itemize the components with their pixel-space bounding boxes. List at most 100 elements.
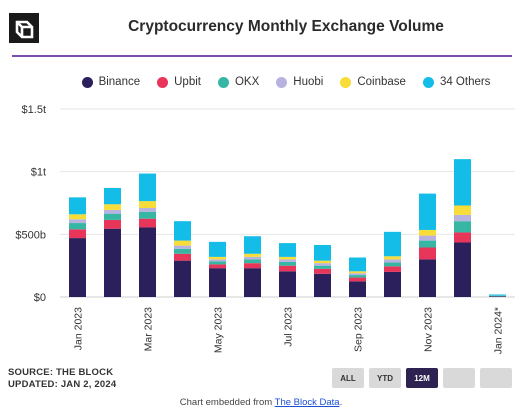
legend-item-huobi[interactable]: Huobi: [276, 76, 323, 88]
title-divider: [12, 55, 512, 57]
bar-34-others: [244, 236, 261, 254]
bar-huobi: [139, 208, 156, 212]
range-button-blank[interactable]: [480, 368, 512, 388]
bar-upbit: [349, 277, 366, 282]
bar-okx: [349, 275, 366, 278]
legend-swatch: [217, 76, 229, 88]
bar-upbit: [69, 229, 86, 239]
y-tick-label: $0: [34, 292, 46, 304]
bar-binance: [314, 273, 331, 297]
bar-coinbase: [384, 256, 401, 260]
legend-swatch: [422, 76, 434, 88]
bar-binance: [139, 227, 156, 297]
y-tick-label: $500b: [15, 229, 46, 241]
bar-huobi: [384, 259, 401, 263]
legend-swatch: [81, 76, 93, 88]
bar-okx: [314, 265, 331, 269]
x-tick-label: Jan 2023: [73, 307, 85, 350]
bar-huobi: [279, 259, 296, 262]
bar-binance: [454, 242, 471, 297]
bar-huobi: [244, 256, 261, 260]
bar-34-others: [419, 193, 436, 230]
bar-coinbase: [209, 256, 226, 260]
bar-upbit: [279, 265, 296, 272]
bar-huobi: [209, 259, 226, 262]
bar-coinbase: [69, 214, 86, 220]
legend-swatch: [157, 76, 169, 88]
bar-34-others: [489, 294, 506, 296]
cube-icon: [9, 13, 39, 43]
bar-34-others: [69, 197, 86, 215]
bar-binance: [419, 259, 436, 297]
bar-coinbase: [349, 271, 366, 274]
bar-okx: [244, 259, 261, 264]
legend-label: Huobi: [293, 76, 324, 88]
bar-binance: [244, 268, 261, 297]
bar-upbit: [209, 264, 226, 269]
y-tick-label: $1t: [31, 167, 46, 179]
range-button-all[interactable]: ALL: [332, 368, 364, 388]
legend-item-upbit[interactable]: Upbit: [157, 76, 201, 88]
legend-swatch: [340, 76, 352, 88]
legend-label: 34 Others: [439, 76, 491, 88]
embed-prefix: Chart embedded from: [179, 397, 275, 408]
embed-suffix: .: [339, 397, 343, 408]
legend-item-binance[interactable]: Binance: [81, 76, 141, 88]
bar-huobi: [419, 235, 436, 241]
bar-upbit: [244, 263, 261, 269]
bar-upbit: [314, 268, 331, 274]
bar-huobi: [349, 273, 366, 276]
bar-binance: [69, 238, 86, 297]
bar-coinbase: [139, 201, 156, 209]
bar-34-others: [279, 243, 296, 257]
bar-upbit: [454, 232, 471, 243]
bar-binance: [174, 260, 191, 297]
source-block: SOURCE: THE BLOCK UPDATED: JAN 2, 2024: [8, 367, 116, 391]
bar-upbit: [139, 218, 156, 228]
legend-item-okx[interactable]: OKX: [217, 76, 260, 88]
bar-huobi: [104, 209, 121, 214]
bar-34-others: [314, 244, 331, 261]
bar-binance: [384, 271, 401, 297]
range-button-blank[interactable]: [443, 368, 475, 388]
source-label: SOURCE: THE BLOCK: [8, 367, 114, 378]
x-tick-label: Nov 2023: [423, 307, 435, 352]
x-tick-label: May 2023: [213, 307, 225, 353]
legend-label: Upbit: [174, 76, 201, 88]
bar-okx: [139, 211, 156, 219]
bar-okx: [209, 261, 226, 265]
bar-coinbase: [454, 205, 471, 215]
range-button-ytd[interactable]: YTD: [369, 368, 401, 388]
bar-upbit: [104, 219, 121, 229]
bar-binance: [104, 228, 121, 297]
y-tick-label: $1.5t: [22, 104, 46, 116]
legend-item-34-others[interactable]: 34 Others: [422, 76, 491, 88]
bar-okx: [174, 248, 191, 254]
bar-binance: [279, 271, 296, 297]
bar-huobi: [174, 245, 191, 249]
range-button-group: ALL YTD 12M: [332, 368, 512, 388]
bar-huobi: [69, 219, 86, 224]
bar-coinbase: [279, 256, 296, 260]
range-button-12m[interactable]: 12M: [406, 368, 438, 388]
bar-okx: [279, 261, 296, 266]
embed-credit: Chart embedded from The Block Data.: [0, 397, 522, 408]
bar-okx: [69, 223, 86, 230]
legend-label: Coinbase: [357, 76, 406, 88]
bar-okx: [454, 221, 471, 233]
legend-swatch: [276, 76, 288, 88]
bar-binance: [489, 296, 506, 297]
x-tick-label: Sep 2023: [353, 307, 365, 352]
legend-label: OKX: [234, 76, 260, 88]
x-tick-label: Jan 2024*: [493, 307, 505, 354]
x-tick-label: Jul 2023: [283, 307, 295, 347]
bar-okx: [384, 262, 401, 267]
the-block-data-link[interactable]: The Block Data: [274, 397, 340, 408]
bar-upbit: [174, 253, 191, 261]
the-block-logo[interactable]: [6, 10, 42, 46]
bar-34-others: [209, 241, 226, 257]
bar-coinbase: [174, 240, 191, 246]
legend-label: Binance: [98, 76, 141, 88]
bar-34-others: [454, 159, 471, 206]
legend-item-coinbase[interactable]: Coinbase: [340, 76, 406, 88]
